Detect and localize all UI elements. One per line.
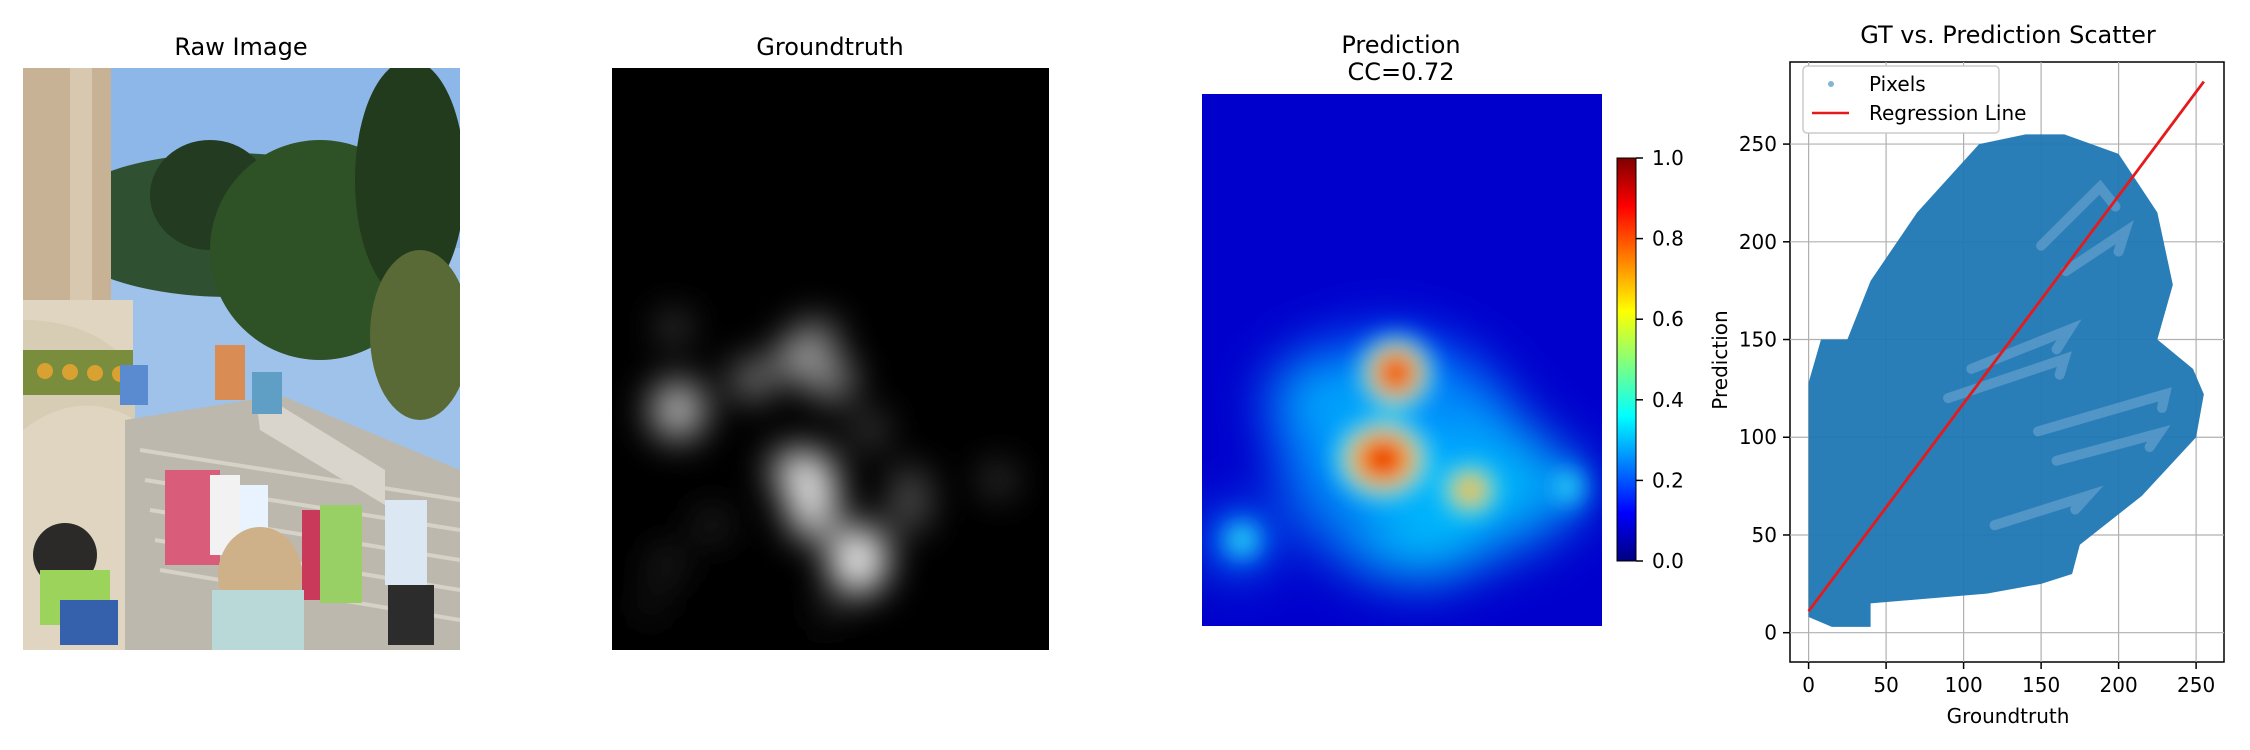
pixels-texture: [2060, 220, 2134, 277]
x-axis-tick-label: 0: [1802, 673, 1815, 697]
y-axis-tick-label: 50: [1752, 523, 1777, 547]
x-axis-tick-label: 50: [1873, 673, 1898, 697]
legend-regression-label: Regression Line: [1869, 101, 2026, 125]
pixels-texture: [1989, 485, 2104, 531]
y-axis-tick-label: 150: [1739, 328, 1777, 352]
groundtruth-map: [612, 68, 1049, 650]
legend-pixels-label: Pixels: [1869, 72, 1926, 96]
legend-pixels-marker: [1828, 81, 1834, 87]
prediction-title: Prediction: [1341, 31, 1460, 59]
y-axis-tick-label: 0: [1764, 621, 1777, 645]
colorbar-tick-label: 0.6: [1652, 307, 1684, 331]
raw-image-title: Raw Image: [174, 33, 307, 61]
groundtruth-title: Groundtruth: [756, 33, 903, 61]
colorbar-tick-label: 0.2: [1652, 468, 1684, 492]
regression-line: [1807, 80, 2205, 613]
x-axis-tick-label: 150: [2022, 673, 2060, 697]
pixels-texture: [2051, 425, 2171, 466]
scatter-data: [1807, 80, 2205, 627]
prediction-heatmap: [1202, 94, 1602, 626]
scatter-y-axis-label: Prediction: [1708, 310, 1732, 409]
scatter-title: GT vs. Prediction Scatter: [1860, 21, 2156, 49]
scatter-legend: Pixels Regression Line: [1802, 65, 2026, 134]
colorbar-tick-label: 0.8: [1652, 227, 1684, 251]
x-axis-tick-label: 250: [2177, 673, 2215, 697]
pixels-texture: [1966, 319, 2082, 374]
colorbar-tick-label: 0.0: [1652, 549, 1684, 573]
pixels-texture: [2033, 387, 2172, 437]
x-axis-tick-label: 200: [2100, 673, 2138, 697]
scatter-plot: 0 50 100 150 200 250 0 50 100 150 200 250 Pixels Re…: [1708, 61, 2225, 728]
pixels-texture: [2036, 179, 2121, 251]
scatter-axes: 0 50 100 150 200 250 0 50 100 150 200 250: [1739, 132, 2215, 697]
scatter-x-axis-label: Groundtruth: [1947, 704, 2070, 728]
y-axis-tick-label: 100: [1739, 425, 1777, 449]
pixels-texture: [1943, 351, 2072, 404]
x-axis-tick-label: 100: [1945, 673, 1983, 697]
colorbar-tick-label: 1.0: [1652, 146, 1684, 170]
pixels-cloud: [1808, 134, 2204, 627]
prediction-subtitle: CC=0.72: [1347, 58, 1454, 86]
colorbar-tick-label: 0.4: [1652, 388, 1684, 412]
y-axis-tick-label: 250: [1739, 132, 1777, 156]
prediction-colorbar: 0.0 0.2 0.4 0.6 0.8 1.0: [1616, 146, 1684, 573]
raw-image: [23, 68, 460, 650]
y-axis-tick-label: 200: [1739, 230, 1777, 254]
